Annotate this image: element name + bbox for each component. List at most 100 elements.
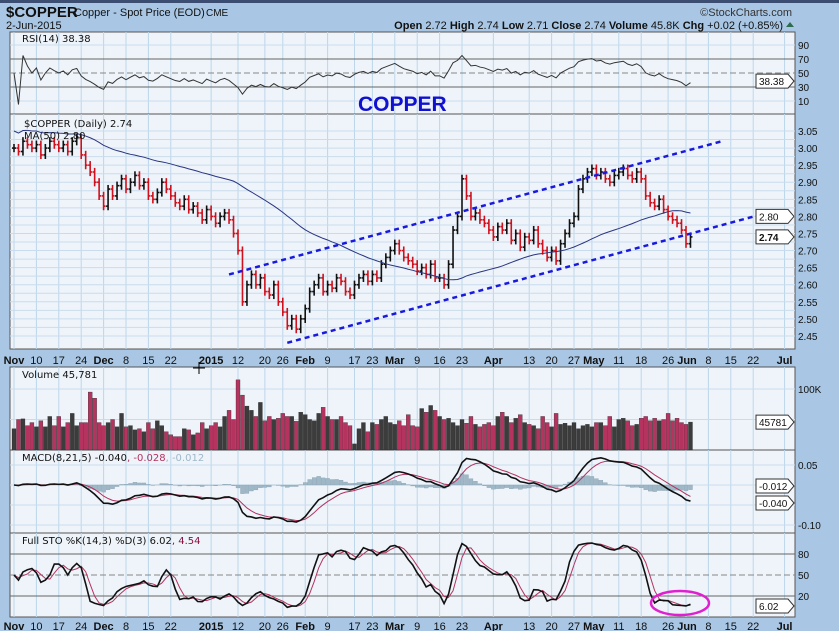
volume-bar — [621, 418, 626, 451]
volume-bar — [137, 428, 142, 451]
macd-histogram-bar — [603, 482, 608, 486]
sto-k-line — [13, 542, 691, 609]
volume-bar — [329, 419, 335, 451]
copyright: ©StockCharts.com — [700, 7, 792, 19]
price-bar — [97, 178, 102, 201]
copper-annotation: COPPER — [358, 93, 447, 116]
volume-bar — [186, 429, 191, 451]
price-bar — [244, 280, 249, 306]
price-bar — [330, 280, 335, 293]
volume-bar — [370, 422, 375, 451]
date-tick-label: 26 — [662, 621, 674, 631]
price-bar — [527, 232, 532, 245]
price-bar — [56, 140, 61, 153]
up-triangle-icon — [786, 22, 794, 27]
volume-bar — [419, 408, 424, 451]
volume-bar — [16, 419, 21, 451]
price-bar — [518, 229, 523, 252]
price-bar — [406, 253, 411, 265]
volume-bar — [25, 425, 30, 451]
date-tick-label: 8 — [123, 355, 129, 367]
date-tick-label: May — [583, 621, 605, 631]
volume-bar — [670, 420, 675, 451]
price-bar — [298, 314, 303, 334]
volume-bar — [334, 419, 339, 451]
close-value-tag: 2.74 — [759, 233, 779, 244]
price-bar — [110, 184, 115, 201]
symbol: $COPPER — [6, 4, 78, 21]
price-bar — [554, 246, 559, 265]
macd-histogram-bar — [267, 484, 272, 488]
volume-bar — [634, 424, 639, 451]
volume-bar — [540, 416, 545, 451]
volume-bar — [531, 425, 536, 451]
price-axis-label: 2.75 — [798, 229, 818, 240]
date-tick-label: Jun — [677, 355, 697, 367]
sto-d-line — [13, 542, 691, 608]
volume-bar — [477, 426, 483, 451]
volume-bar — [688, 421, 693, 451]
volume-bar — [388, 422, 393, 451]
date-tick-label: May — [583, 355, 605, 367]
volume-bar — [558, 424, 563, 451]
window-top-bar — [0, 0, 839, 3]
macd-histogram-bar — [128, 483, 133, 486]
price-bar — [657, 195, 662, 211]
macd-histogram-bar — [240, 484, 245, 494]
volume-bar — [616, 419, 621, 451]
macd-histogram-bar — [486, 484, 492, 488]
price-bar — [106, 184, 111, 211]
volume-bar — [141, 431, 147, 451]
volume-bar — [43, 426, 48, 451]
date-tick-label: 17 — [348, 355, 360, 367]
macd-histogram-bar — [132, 482, 138, 486]
macd-histogram-bar — [500, 484, 505, 489]
macd-histogram-bar — [643, 484, 648, 490]
price-bar — [159, 178, 164, 197]
volume-bar — [34, 426, 39, 451]
volume-bar — [594, 422, 599, 451]
macd-legend: MACD(8,21,5) -0.040, -0.028, -0.012 — [22, 453, 204, 464]
macd-histogram-bar — [473, 481, 478, 486]
volume-bar — [222, 416, 227, 451]
volume-bar — [643, 416, 648, 451]
price-bar — [531, 225, 536, 245]
date-tick-label: 8 — [705, 621, 711, 631]
macd-histogram-bar — [289, 484, 294, 487]
volume-bar — [191, 434, 196, 451]
volume-bar — [20, 418, 26, 451]
price-bar — [576, 184, 581, 221]
price-bar — [12, 143, 16, 153]
macd-histogram-bar — [428, 484, 433, 488]
date-tick-label: 18 — [635, 621, 647, 631]
rsi-value-tag: 38.38 — [759, 77, 784, 88]
macd-histogram-bar — [338, 480, 344, 486]
macd-histogram-bar — [235, 484, 241, 489]
price-bar — [222, 208, 227, 221]
channel-trendline — [228, 140, 723, 276]
price-axis-label: 2.90 — [798, 178, 818, 189]
volume-bar — [235, 379, 241, 451]
macd-histogram-bar — [656, 484, 662, 491]
macd-histogram-bar — [222, 484, 227, 486]
macd-histogram-bar — [105, 484, 111, 490]
price-bar — [477, 208, 482, 224]
price-bar — [451, 225, 456, 269]
macd-histogram-bar — [195, 484, 200, 487]
date-tick-label: 15 — [725, 355, 737, 367]
price-bar — [455, 212, 460, 235]
price-bar — [231, 215, 236, 238]
macd-histogram-bar — [504, 484, 509, 488]
price-bar — [204, 205, 209, 224]
volume-bar — [110, 419, 115, 451]
volume-bar — [83, 422, 88, 451]
rsi-axis-label: 30 — [798, 83, 810, 94]
volume-bar — [392, 424, 397, 451]
macd-histogram-bar — [258, 484, 263, 488]
price-bar — [132, 171, 137, 187]
macd-histogram-bar — [334, 479, 339, 486]
volume-legend: Volume 45,781 — [22, 370, 97, 381]
price-bar — [482, 215, 487, 228]
date-tick-label: 8 — [705, 355, 711, 367]
macd-histogram-bar — [639, 484, 644, 488]
